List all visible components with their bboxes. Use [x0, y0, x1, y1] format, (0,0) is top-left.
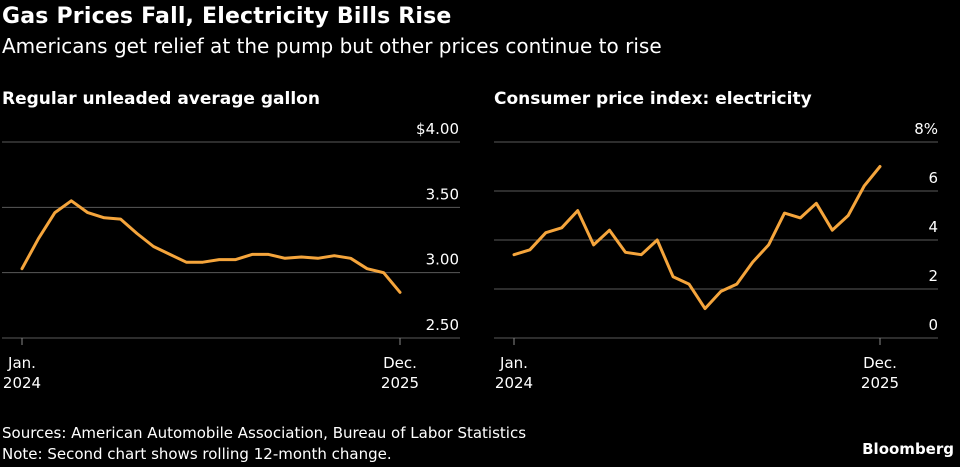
gas-ytick-label: 3.50 [426, 185, 459, 203]
elec-series-line [512, 165, 882, 311]
electricity-panel-title: Consumer price index: electricity [494, 89, 812, 109]
chart-subtitle: Americans get relief at the pump but oth… [2, 34, 662, 58]
elec-xtick-year: 2025 [861, 374, 899, 392]
elec-ytick-label: 2 [928, 267, 938, 285]
gas-series-line [20, 199, 402, 294]
chart-note: Note: Second chart shows rolling 12-mont… [2, 445, 392, 463]
gas-xtick-label: Jan. [7, 354, 36, 372]
gas-xtick-year: 2025 [381, 374, 419, 392]
gas-xtick-year: 2024 [3, 374, 41, 392]
gas-ytick-label: $4.00 [416, 120, 459, 138]
gas-xtick-label: Dec. [383, 354, 417, 372]
gas-ytick-label: 3.00 [426, 251, 459, 269]
gas-panel-title: Regular unleaded average gallon [2, 89, 320, 109]
chart-title: Gas Prices Fall, Electricity Bills Rise [2, 4, 452, 29]
elec-ytick-label: 8% [914, 120, 938, 138]
elec-xtick-year: 2024 [495, 374, 533, 392]
gas-price-chart: 2.50 3.00 3.50 $4.00 Jan. 2024 Dec. 2025 [2, 120, 460, 392]
gas-ytick-label: 2.50 [426, 316, 459, 334]
elec-xtick-label: Dec. [863, 354, 897, 372]
elec-ytick-label: 4 [928, 218, 938, 236]
sources-note: Sources: American Automobile Association… [2, 424, 527, 442]
bloomberg-logo: Bloomberg [862, 440, 954, 458]
elec-ytick-label: 0 [928, 316, 938, 334]
electricity-cpi-chart: 0 2 4 6 8% Jan. 2024 Dec. 2025 [494, 120, 938, 392]
elec-ytick-label: 6 [928, 169, 938, 187]
elec-xtick-label: Jan. [499, 354, 528, 372]
